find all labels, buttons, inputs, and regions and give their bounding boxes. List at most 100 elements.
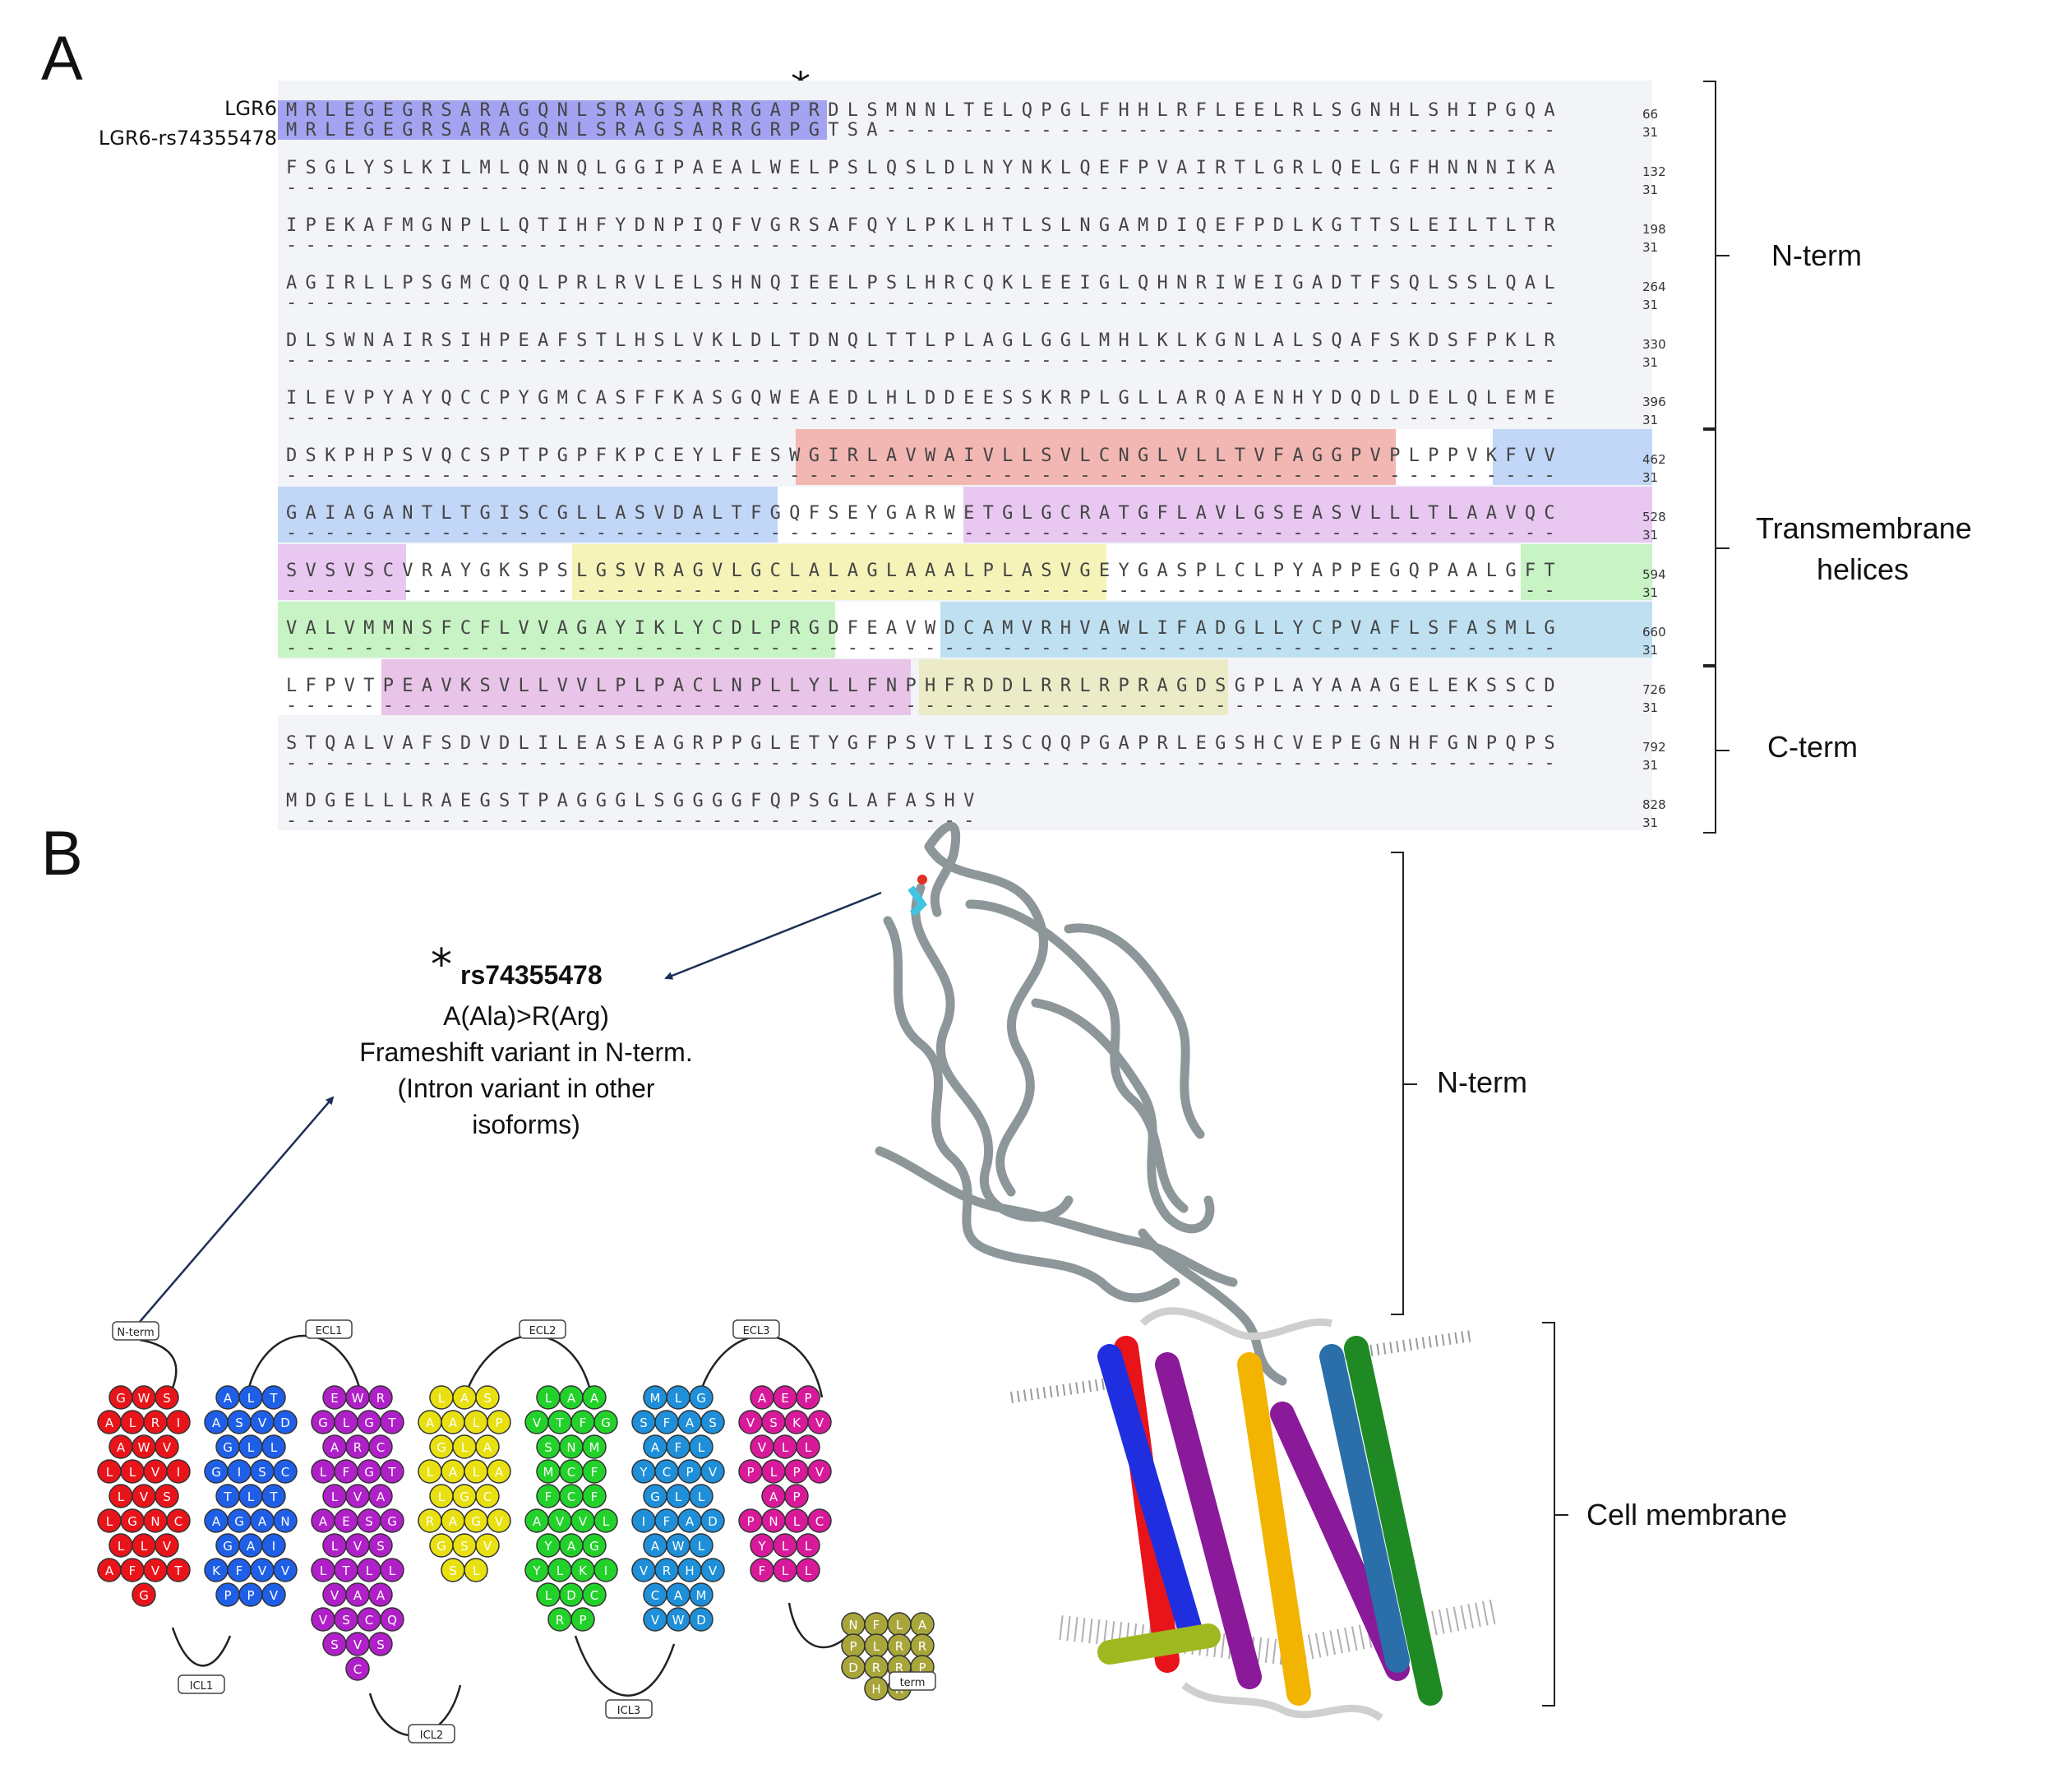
residue-letter: L [698, 1489, 705, 1504]
residue-letter: C [590, 1588, 598, 1603]
snake-icl2-tag: ICL2 [420, 1730, 443, 1742]
highlight-white4 [1106, 544, 1521, 600]
residue-circle [273, 1410, 298, 1434]
alignment-row: MRLEGEGRSARAGQNLSRAGSARRGAPRDLSMNNLTELQP… [286, 89, 1658, 145]
residue-letter: G [223, 1440, 233, 1455]
residue-letter: G [387, 1514, 397, 1529]
snake-nterm-tag: N-term [117, 1327, 154, 1339]
residue-letter: P [849, 1639, 857, 1654]
residue-circle [273, 1508, 298, 1533]
highlight-tm6 [940, 602, 1652, 658]
variant-sequence: ----------------------------------------… [286, 523, 1563, 543]
residue-letter: C [353, 1662, 362, 1677]
residue-letter: C [365, 1613, 373, 1628]
alignment-row: AGIRLLPSGMCQQLPRLRVLELSHNQIEELPSLHRCQKLE… [286, 261, 1666, 317]
snake-cterm-tag: term [900, 1677, 926, 1689]
residue-circle [166, 1508, 191, 1533]
residue-letter: V [483, 1539, 492, 1554]
snake-helix: G W SA L R IA W VL L V IL V SL G N CL L VA F V TG [97, 1385, 191, 1607]
highlight-tm4 [572, 544, 1106, 600]
residue-letter: L [782, 1440, 789, 1455]
snake-helix: M L GS F A SA F LY C P VG L LI F A DA W LV R H VC A MV W D [631, 1385, 725, 1632]
residue-letter: G [589, 1539, 599, 1554]
reference-sequence: IPEKAFMGNPLLQTIHFYDNPIQFVGRSAFQYLPKLHTLS… [286, 215, 1563, 236]
residue-letter: Y [639, 1465, 648, 1480]
residue-circle [475, 1434, 500, 1459]
residue-circle [261, 1385, 286, 1410]
variant-sequence: ----------------------------------------… [286, 638, 1563, 658]
position-number: 330 [1642, 337, 1666, 352]
highlight-tm1 [796, 429, 1396, 485]
highlight-white5 [835, 602, 940, 658]
residue-letter: L [805, 1563, 812, 1578]
residue-circle [796, 1434, 820, 1459]
position-number: 462 [1642, 452, 1666, 467]
residue-letter: W [138, 1440, 150, 1455]
residue-circle [155, 1434, 179, 1459]
residue-letter: A [495, 1465, 504, 1480]
reference-sequence: GAIAGANTLTGISCGLLASVDALTFGQFSEYGARWETGLG… [286, 503, 1563, 524]
residue-letter: L [129, 1465, 136, 1480]
residue-letter: V [495, 1514, 504, 1529]
variant-sequence: MRLEGEGRSARAGQNLSRAGSARRGRPGTSA---------… [286, 120, 1563, 141]
residue-letter: W [672, 1613, 685, 1628]
residue-letter: V [163, 1539, 172, 1554]
position-number-variant: 31 [1642, 585, 1659, 600]
residue-circle [689, 1434, 714, 1459]
residue-letter: V [709, 1465, 718, 1480]
highlight-white2 [778, 487, 963, 543]
residue-letter: A [449, 1465, 458, 1480]
residue-circle [689, 1484, 714, 1508]
residue-letter: G [650, 1489, 660, 1504]
residue-letter: Y [543, 1539, 552, 1554]
residue-letter: T [387, 1416, 396, 1430]
residue-circle [593, 1508, 618, 1533]
residue-letter: R [895, 1660, 903, 1675]
residue-letter: T [387, 1465, 396, 1480]
residue-letter: A [686, 1416, 695, 1430]
label-nterm-b: N-term [1437, 1065, 1527, 1099]
panel-letter-b: B [41, 819, 83, 889]
reference-sequence: DLSWNAIRSIHPEAFSTLHSLVKLDLTDNQLTTLPLAGLG… [286, 330, 1563, 351]
residue-letter: G [696, 1391, 706, 1406]
snake-helix: A E PV S K VV L LP L P VA PP N L CY L LF L L [738, 1385, 832, 1582]
residue-letter: V [330, 1588, 339, 1603]
residue-letter: H [685, 1563, 694, 1578]
residue-letter: I [177, 1465, 180, 1480]
residue-letter: L [557, 1563, 564, 1578]
residue-circle [368, 1582, 393, 1607]
residue-letter: T [269, 1489, 278, 1504]
residue-letter: R [895, 1639, 903, 1654]
alignment-row: VALVMMNSFCFLVVAGAYIKLYCDLPRGDFEAVWDCAMVR… [286, 607, 1666, 663]
residue-letter: L [438, 1489, 446, 1504]
label-nterm: N-term [1771, 238, 1862, 272]
position-number-variant: 31 [1642, 700, 1659, 715]
residue-letter: L [675, 1391, 682, 1406]
residue-letter: K [792, 1416, 801, 1430]
residue-circle [807, 1508, 832, 1533]
position-number: 66 [1642, 107, 1659, 122]
position-number-variant: 31 [1642, 240, 1659, 255]
residue-letter: R [918, 1639, 926, 1654]
residue-circle [689, 1533, 714, 1558]
position-number-variant: 31 [1642, 528, 1659, 543]
snake-ecl3-tag: ECL3 [743, 1325, 770, 1337]
residue-circle [273, 1558, 298, 1582]
residue-letter: L [782, 1539, 789, 1554]
position-number-variant: 31 [1642, 298, 1659, 312]
residue-letter: H [871, 1682, 880, 1697]
residue-letter: V [709, 1563, 718, 1578]
residue-letter: A [449, 1514, 458, 1529]
residue-circle [368, 1434, 393, 1459]
variant-sequence: ----------------------------------------… [286, 465, 1563, 486]
residue-circle [345, 1656, 370, 1681]
residue-letter: L [247, 1440, 255, 1455]
residue-letter: L [343, 1416, 350, 1430]
residue-letter: L [698, 1539, 705, 1554]
residue-letter: G [436, 1539, 446, 1554]
alignment-row: LFPVTPEAVKSVLLVVLPLPACLNPLLYLLFNPHFRDDLR… [286, 664, 1666, 720]
position-number: 198 [1642, 222, 1666, 237]
snp-id: rs74355478 [460, 960, 603, 990]
